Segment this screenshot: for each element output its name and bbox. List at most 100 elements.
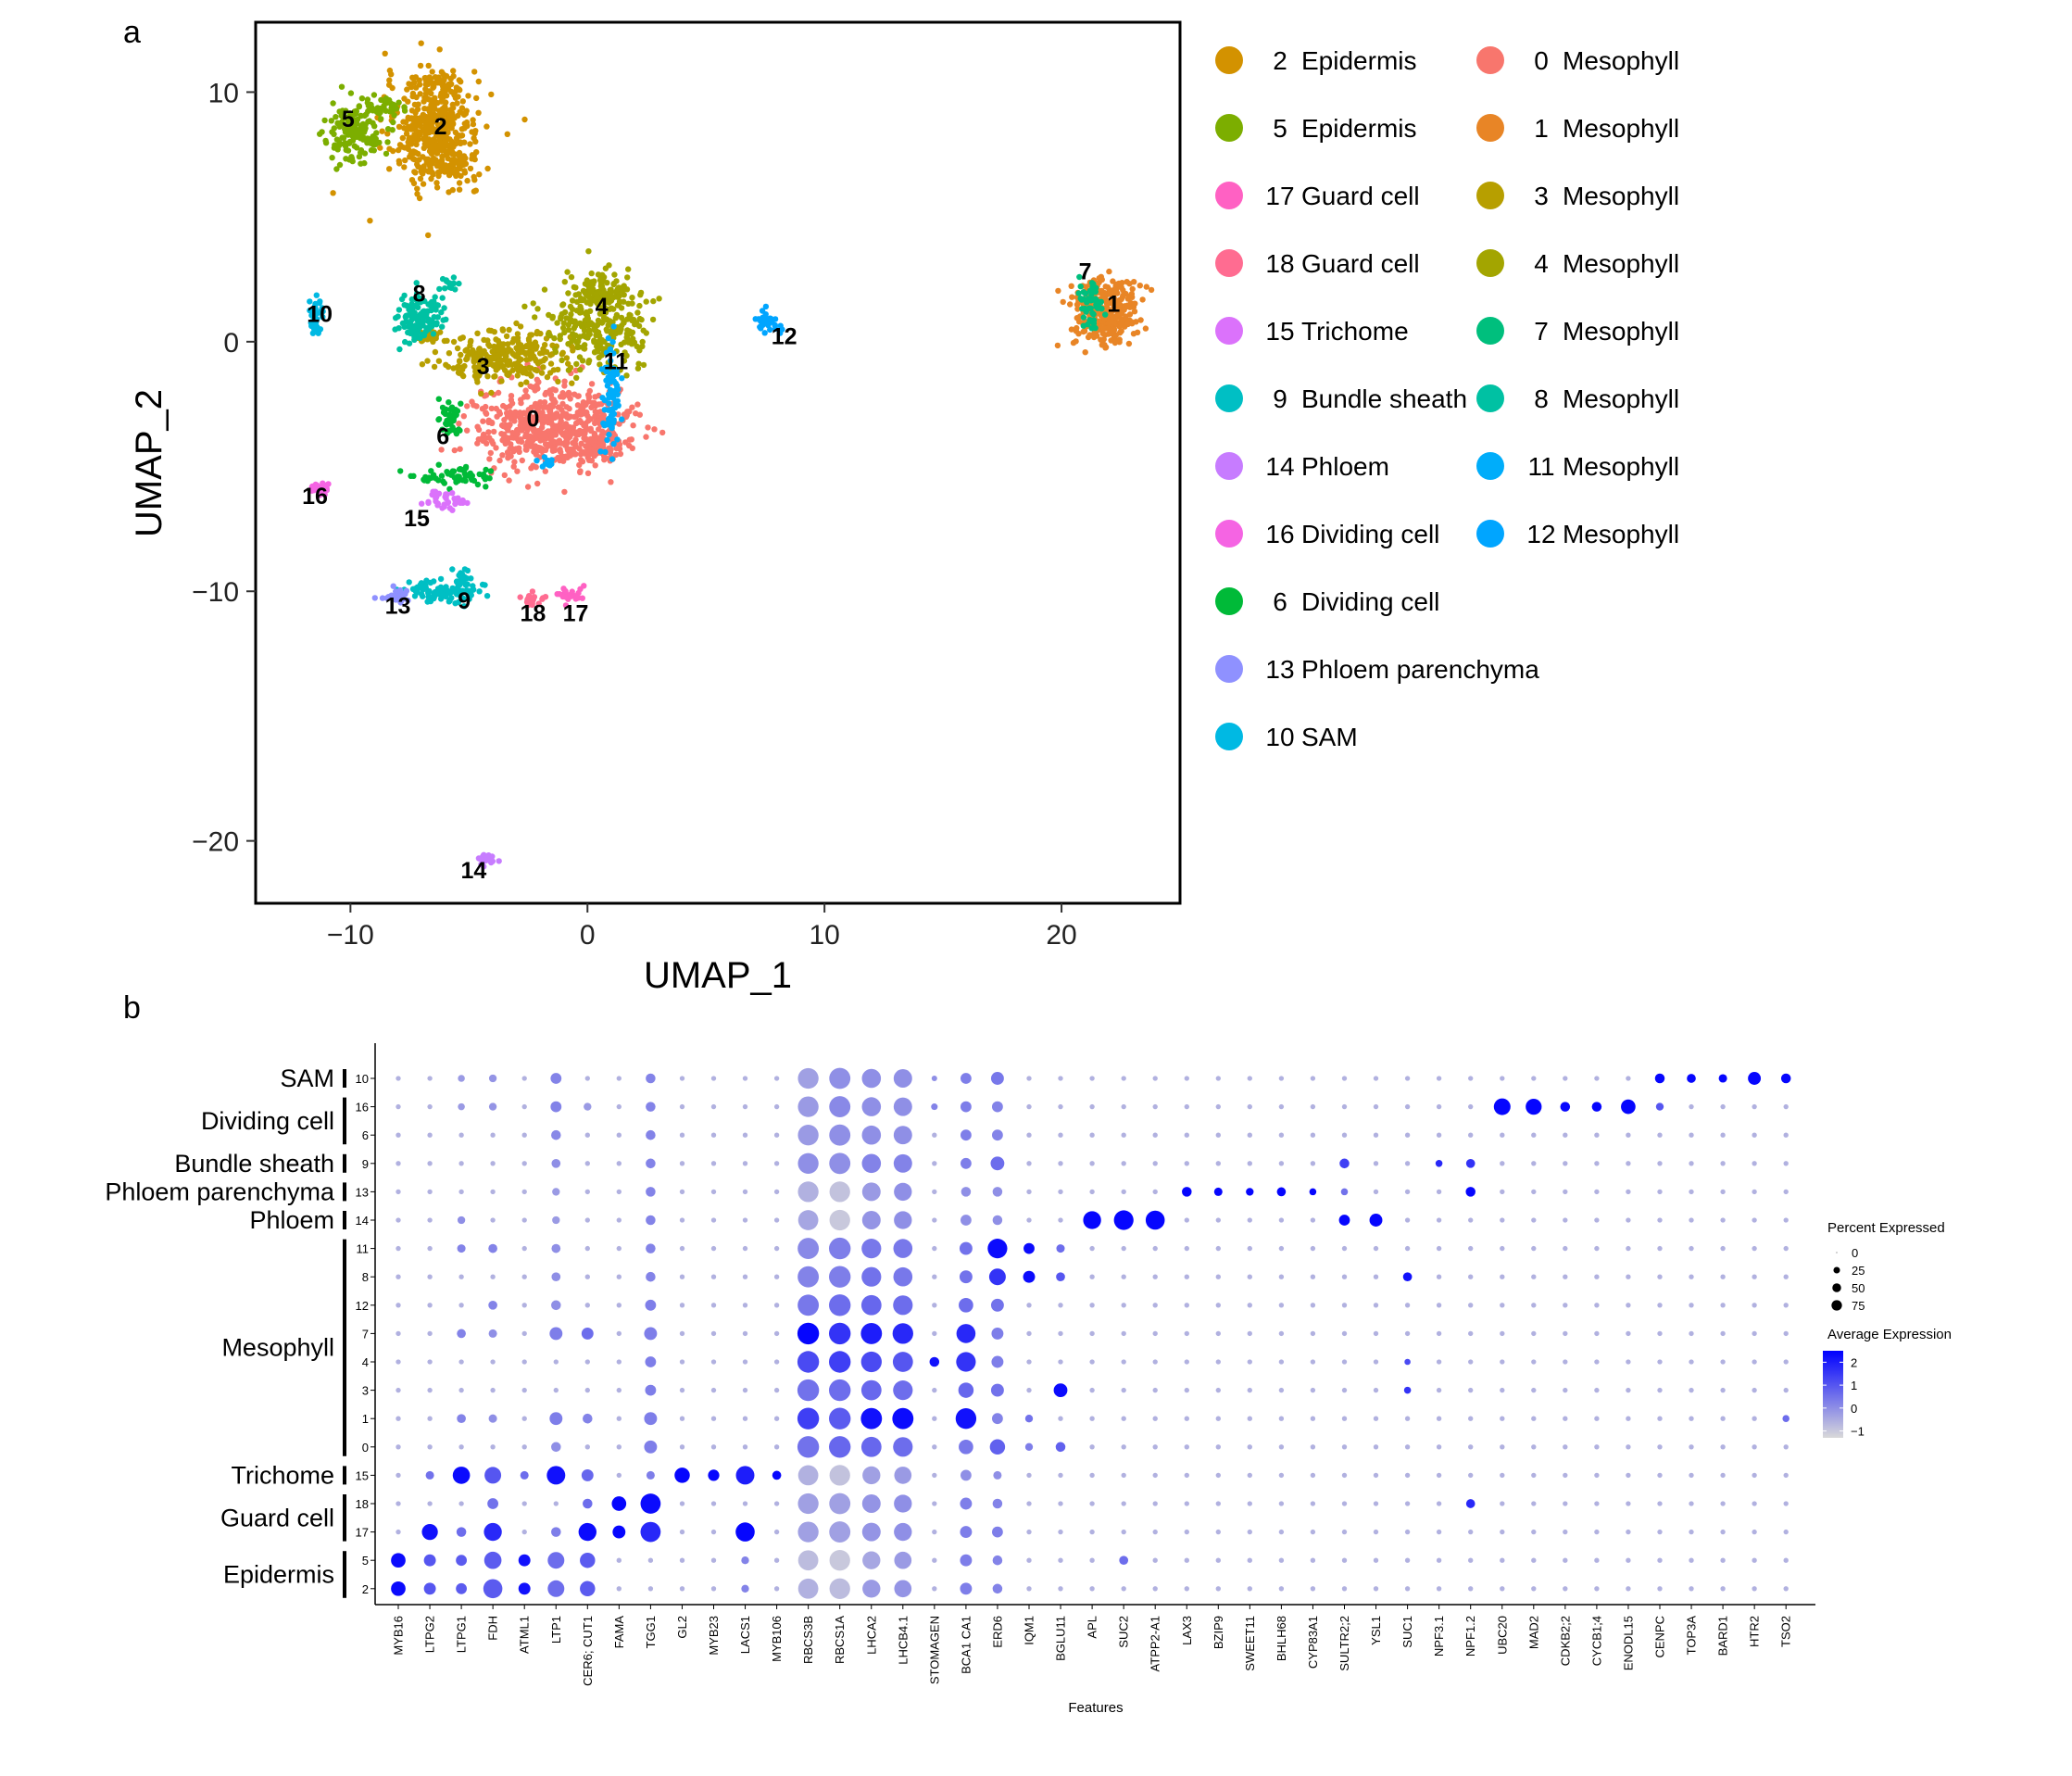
umap-point — [472, 187, 479, 194]
umap-point — [425, 130, 433, 136]
umap-point — [500, 341, 507, 347]
legend-id-3: 3 — [1534, 182, 1549, 210]
umap-point — [544, 373, 551, 381]
dot — [616, 1103, 622, 1110]
umap-point — [1133, 319, 1139, 325]
umap-point — [495, 346, 502, 353]
umap-point — [358, 95, 366, 102]
dot — [1689, 1529, 1694, 1535]
dot — [773, 1557, 780, 1563]
dot — [580, 1581, 596, 1597]
dot — [861, 1097, 882, 1116]
dot — [932, 1161, 937, 1166]
dot — [1563, 1303, 1568, 1308]
umap-point — [484, 165, 491, 172]
umap-point — [574, 402, 582, 409]
umap-point — [565, 290, 571, 296]
umap-point — [430, 119, 436, 126]
dot — [893, 1126, 912, 1145]
umap-point — [404, 86, 410, 93]
dot — [1373, 1103, 1379, 1110]
dot — [829, 1521, 851, 1543]
dot — [457, 1244, 466, 1253]
umap-point — [559, 324, 567, 332]
umap-point — [455, 363, 461, 370]
feature-label: NPF3.1 — [1432, 1616, 1446, 1656]
dot — [1626, 1245, 1631, 1252]
feature-label: HTR2 — [1748, 1616, 1762, 1647]
umap-point — [645, 424, 651, 431]
umap-point — [616, 421, 622, 427]
umap-point — [613, 311, 621, 319]
dot — [1341, 1076, 1348, 1081]
umap-point — [558, 448, 564, 456]
umap-point — [561, 309, 569, 316]
dot — [457, 1414, 466, 1424]
dot — [396, 1303, 401, 1308]
umap-point — [552, 424, 559, 431]
dot — [646, 1470, 655, 1480]
legend-swatch-3 — [1476, 182, 1504, 209]
umap-point — [460, 603, 468, 610]
dot — [458, 1075, 465, 1082]
umap-point — [449, 469, 456, 475]
umap-point — [365, 107, 371, 115]
umap-point — [441, 305, 447, 311]
dot — [1152, 1472, 1158, 1479]
dot — [584, 1303, 590, 1308]
umap-point — [612, 380, 619, 386]
cluster-11-points — [534, 323, 625, 470]
dot — [1500, 1274, 1505, 1279]
dot — [1657, 1189, 1663, 1195]
dot — [932, 1501, 937, 1506]
umap-point — [446, 399, 452, 406]
dot — [742, 1387, 748, 1393]
dot — [1184, 1303, 1189, 1308]
umap-point — [594, 409, 600, 416]
umap-point — [481, 336, 487, 344]
umap-point — [453, 411, 459, 418]
dot — [1655, 1102, 1664, 1111]
dot — [457, 1215, 466, 1225]
dot — [1689, 1416, 1694, 1421]
umap-point — [318, 308, 325, 314]
umap-point — [420, 593, 426, 599]
umap-point — [1112, 339, 1119, 346]
umap-point — [495, 337, 502, 345]
umap-point — [564, 269, 571, 275]
umap-point — [534, 428, 542, 435]
dot — [1184, 1586, 1189, 1592]
umap-point — [443, 495, 449, 502]
dot — [521, 1501, 527, 1506]
dot — [1500, 1359, 1505, 1365]
dot — [1089, 1189, 1095, 1195]
dot — [1121, 1416, 1126, 1421]
umap-point — [621, 358, 628, 364]
umap-point — [1110, 296, 1116, 303]
row-label-1: 1 — [362, 1412, 369, 1426]
dot — [553, 1359, 559, 1365]
umap-point — [330, 100, 336, 107]
dot — [1310, 1359, 1316, 1365]
size-legend-value: 50 — [1852, 1281, 1865, 1295]
dot — [961, 1469, 972, 1481]
umap-point — [421, 297, 428, 305]
umap-point — [524, 394, 531, 400]
umap-point — [592, 394, 598, 400]
umap-point — [516, 445, 522, 451]
umap-point — [412, 170, 419, 176]
dot — [1720, 1103, 1726, 1110]
color-legend-bar — [1823, 1351, 1843, 1438]
dot — [646, 1158, 656, 1169]
dot — [1121, 1245, 1126, 1252]
umap-point — [1068, 283, 1074, 289]
legend-id-10: 10 — [1265, 723, 1294, 751]
dot — [1341, 1387, 1348, 1393]
dot — [679, 1330, 685, 1337]
dot — [1152, 1586, 1158, 1592]
feature-label: LACS1 — [738, 1616, 752, 1654]
dot — [932, 1189, 937, 1195]
dot — [1465, 1499, 1476, 1508]
